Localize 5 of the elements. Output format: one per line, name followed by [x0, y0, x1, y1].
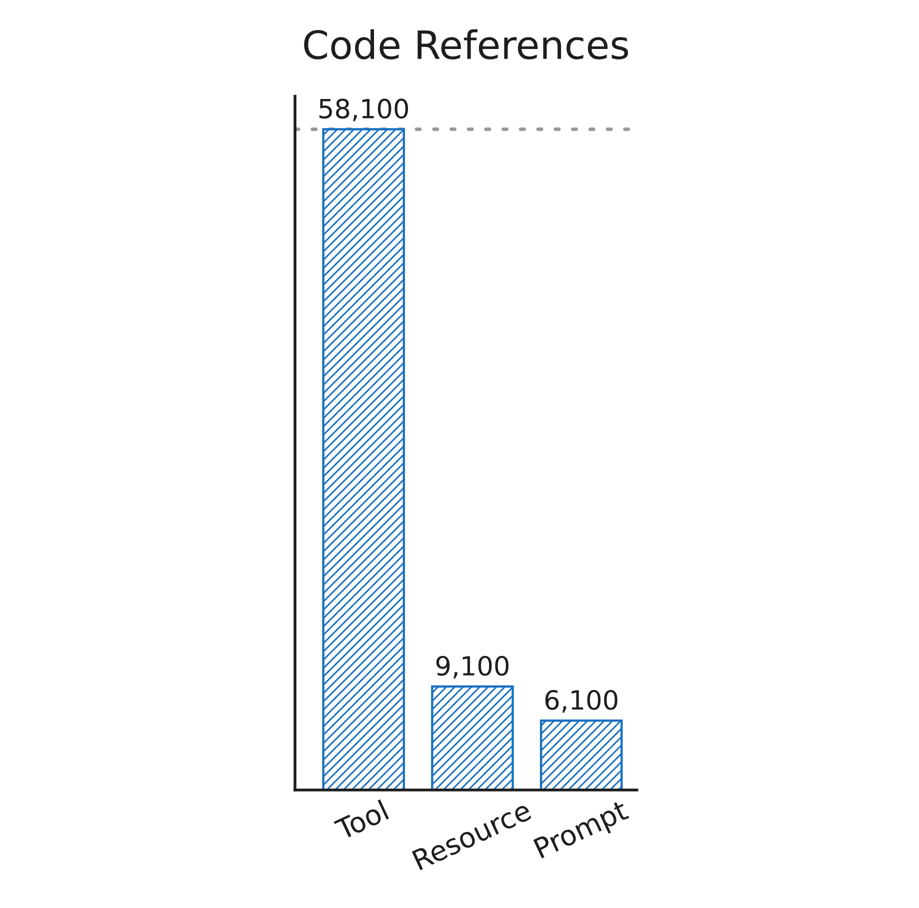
chart-title: Code References — [304, 29, 628, 60]
data-label: 58,100 — [319, 98, 408, 122]
data-label: 6,100 — [545, 690, 618, 713]
x-tick-label: Tool — [333, 799, 390, 841]
data-label: 9,100 — [436, 656, 508, 679]
